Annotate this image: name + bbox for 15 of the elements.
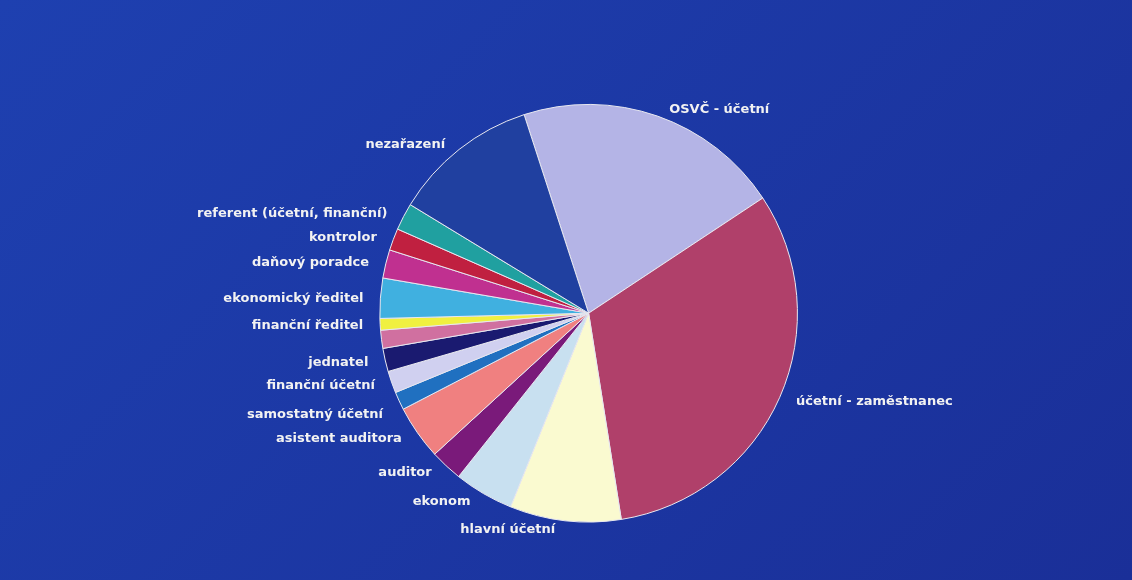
slice-label: finanční účetní: [266, 377, 377, 393]
slice-label: finanční ředitel: [251, 317, 364, 333]
slice-label: samostatný účetní: [247, 406, 385, 422]
slice-label: auditor: [378, 464, 433, 480]
slice-label: kontrolor: [308, 229, 378, 245]
slice-label: daňový poradce: [251, 254, 370, 270]
slice-label: nezařazení: [365, 135, 447, 151]
slice-label: ekonomický ředitel: [223, 290, 364, 306]
slice-label: ekonom: [412, 493, 471, 508]
slice-label: účetní - zaměstnanec: [796, 393, 953, 409]
slice-label: jednatel: [307, 354, 369, 370]
slice-label: hlavní účetní: [460, 521, 557, 537]
slice-label: OSVČ - účetní: [669, 101, 771, 117]
slice-label: referent (účetní, finanční): [197, 205, 388, 221]
slice-label: asistent auditora: [276, 429, 402, 445]
